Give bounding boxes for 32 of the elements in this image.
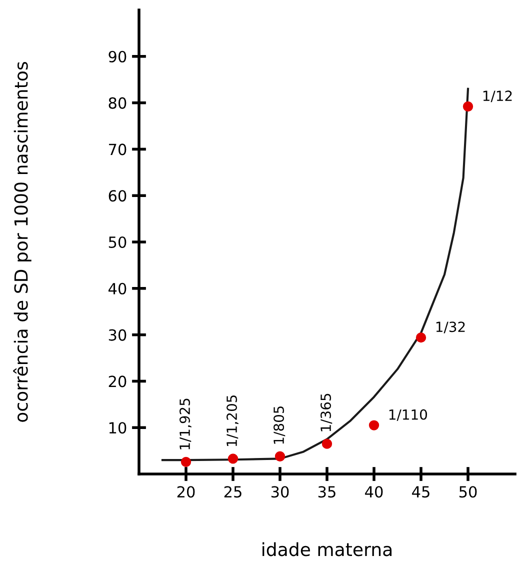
x-tick-label: 30 [271, 486, 289, 498]
y-tick-label: 50 [108, 236, 126, 248]
point [228, 454, 238, 464]
annotation: 1/805 [274, 406, 286, 444]
y-tick-label: 60 [108, 190, 126, 202]
x-tick-label: 45 [412, 486, 430, 498]
y-tick-label: 80 [108, 97, 126, 109]
annotation: 1/1,925 [180, 398, 192, 450]
annotation: 1/1,205 [226, 396, 238, 446]
point [274, 451, 286, 462]
y-tick-label: 30 [108, 329, 126, 341]
x-axis-title: idade materna [262, 542, 392, 556]
point [462, 101, 474, 112]
x-tick-label: 40 [365, 486, 383, 498]
point [322, 438, 332, 449]
annotation: 1/110 [389, 409, 427, 421]
y-tick-label: 90 [108, 50, 126, 62]
point [416, 332, 426, 343]
x-tick-label: 25 [224, 486, 242, 498]
y-tick-label: 70 [109, 144, 126, 156]
x-tick-label: 35 [318, 486, 336, 498]
annotation: 1/365 [320, 394, 332, 432]
annotation: 1/32 [436, 322, 465, 334]
y-tick-label: 20 [108, 376, 126, 388]
point [180, 456, 192, 468]
y-tick-label: 10 [109, 422, 126, 434]
y-axis-title: ocorrência de SD por 1000 nascimentos [13, 62, 32, 422]
x-tick-label: 20 [177, 486, 195, 498]
annotation: 1/12 [483, 90, 512, 102]
point [368, 420, 380, 430]
y-tick-label: 40 [108, 282, 126, 294]
x-tick-label: 50 [459, 486, 477, 498]
